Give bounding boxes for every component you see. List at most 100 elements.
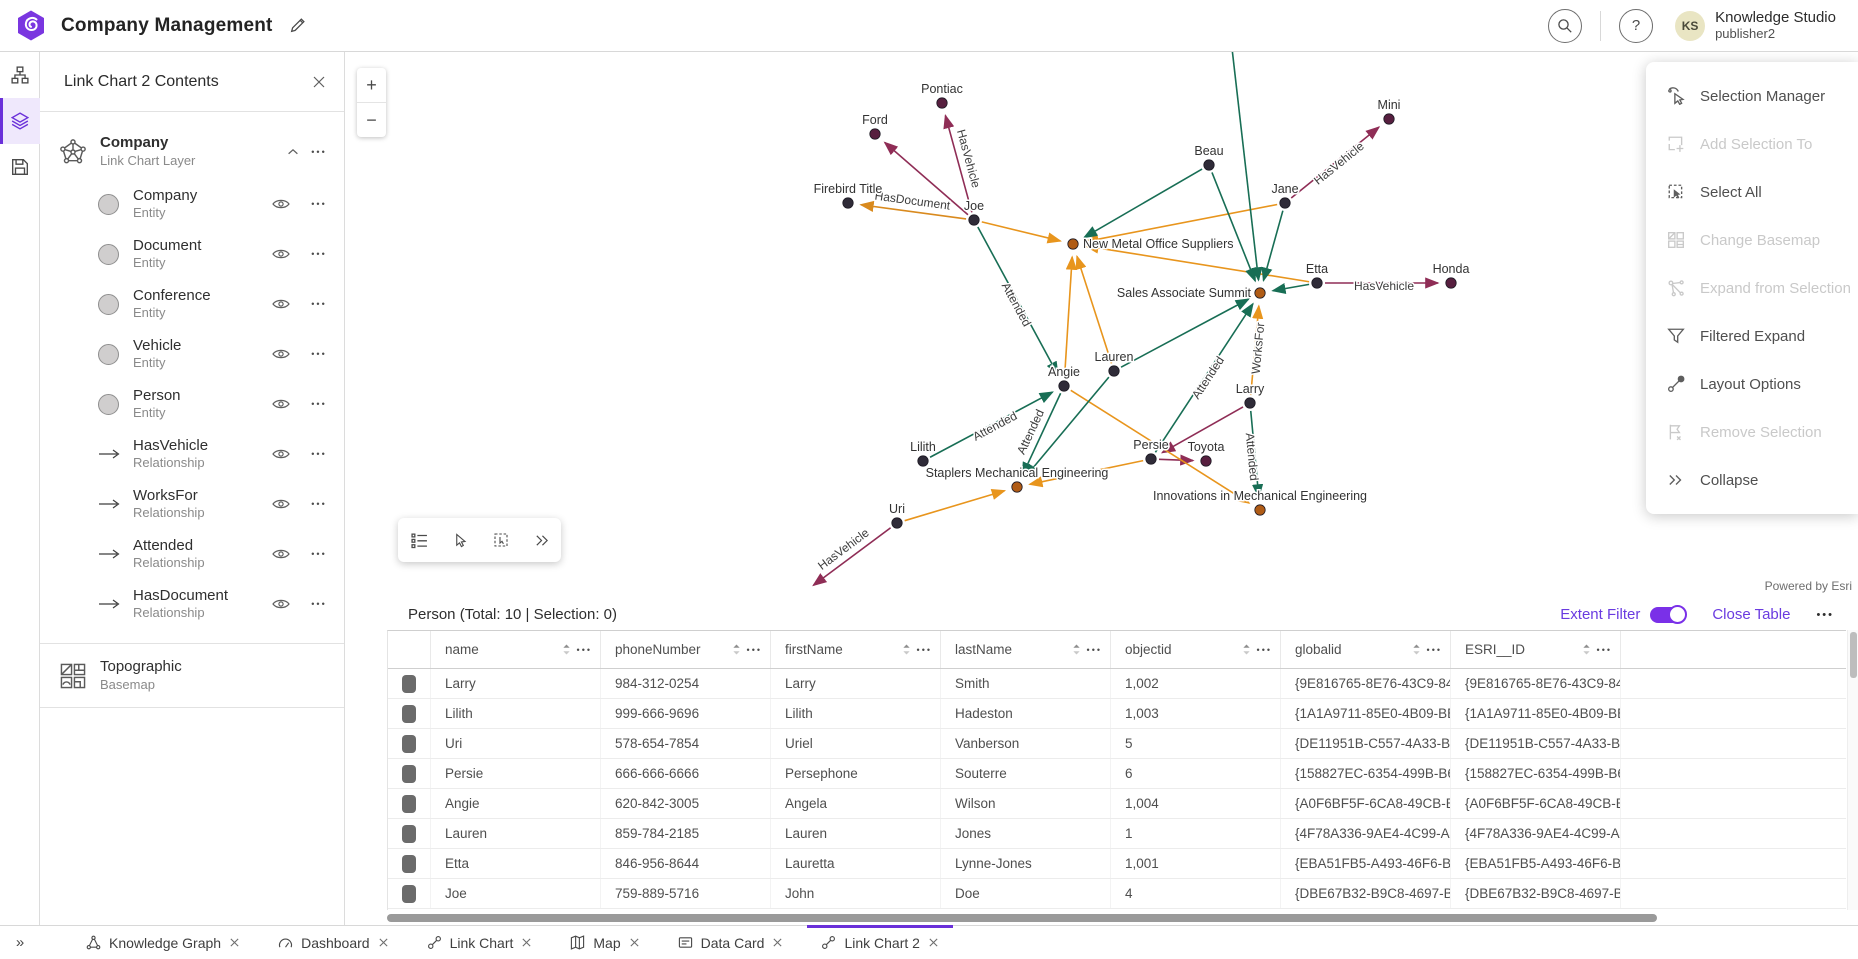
edit-title-button[interactable] bbox=[289, 17, 306, 34]
expand-rail-button[interactable]: » bbox=[0, 926, 40, 959]
graph-node-firebird[interactable] bbox=[842, 197, 854, 209]
layer-options-button[interactable]: ••• bbox=[306, 291, 332, 317]
row-checkbox[interactable] bbox=[402, 734, 416, 753]
graph-edge-beau-newmetal[interactable] bbox=[1082, 168, 1203, 239]
column-options-button[interactable]: ••• bbox=[1426, 644, 1442, 655]
table-row[interactable]: Lauren 859-784-2185 Lauren Jones 1 {4F78A336-… bbox=[388, 819, 1846, 849]
table-vertical-scrollbar[interactable] bbox=[1847, 630, 1858, 910]
table-row[interactable]: Lilith 999-666-9696 Lilith Hadeston 1,003 {1A… bbox=[388, 699, 1846, 729]
table-row[interactable]: Joe 759-889-5716 John Doe 4 {DBE67B32-B9C8-46… bbox=[388, 879, 1846, 909]
relationship-arrow-icon[interactable] bbox=[98, 448, 124, 460]
layer-options-button[interactable]: ••• bbox=[306, 191, 332, 217]
layer-item-person[interactable]: Person Entity ••• bbox=[40, 379, 344, 429]
column-header-lastName[interactable]: lastName ••• bbox=[941, 631, 1111, 668]
row-checkbox[interactable] bbox=[402, 794, 416, 813]
extent-filter-toggle[interactable] bbox=[1650, 604, 1688, 624]
avatar[interactable]: KS bbox=[1675, 10, 1706, 41]
relationship-arrow-icon[interactable] bbox=[98, 548, 124, 560]
column-options-button[interactable]: ••• bbox=[746, 644, 762, 655]
graph-edge-lauren-staplers[interactable] bbox=[1024, 376, 1110, 479]
graph-edge-joe-firebird[interactable] bbox=[859, 200, 967, 220]
tab-link-chart-2[interactable]: Link Chart 2 bbox=[805, 925, 954, 959]
graph-node-etta[interactable] bbox=[1311, 277, 1323, 289]
row-checkbox[interactable] bbox=[402, 854, 416, 873]
layer-options-button[interactable]: ••• bbox=[306, 241, 332, 267]
entity-swatch[interactable] bbox=[98, 293, 119, 315]
row-checkbox[interactable] bbox=[402, 674, 416, 693]
entity-swatch[interactable] bbox=[98, 393, 119, 415]
graph-node-salessummit[interactable] bbox=[1254, 287, 1266, 299]
zoom-in-button[interactable]: + bbox=[357, 68, 386, 102]
select-rectangle-button[interactable] bbox=[493, 532, 509, 548]
visibility-toggle-button[interactable] bbox=[268, 191, 294, 217]
layer-options-button[interactable]: ••• bbox=[306, 391, 332, 417]
column-options-button[interactable]: ••• bbox=[1596, 644, 1612, 655]
graph-edge-larry-persie[interactable] bbox=[1160, 406, 1244, 454]
menu-item-collapse[interactable]: Collapse bbox=[1646, 456, 1858, 504]
row-checkbox[interactable] bbox=[402, 704, 416, 723]
graph-node-angie[interactable] bbox=[1058, 380, 1070, 392]
graph-node-newmetal[interactable] bbox=[1067, 238, 1079, 250]
layer-item-conference[interactable]: Conference Entity ••• bbox=[40, 279, 344, 329]
tab-map[interactable]: Map bbox=[554, 926, 655, 959]
table-horizontal-scrollbar[interactable] bbox=[387, 913, 1846, 923]
menu-item-layout-options[interactable]: Layout Options bbox=[1646, 360, 1858, 408]
sort-icon[interactable] bbox=[1582, 643, 1591, 656]
graph-node-beau[interactable] bbox=[1203, 159, 1215, 171]
column-options-button[interactable]: ••• bbox=[1256, 644, 1272, 655]
layer-item-worksfor[interactable]: WorksFor Relationship ••• bbox=[40, 479, 344, 529]
column-options-button[interactable]: ••• bbox=[576, 644, 592, 655]
column-header-objectid[interactable]: objectid ••• bbox=[1111, 631, 1281, 668]
graph-edge-beau-salessummit[interactable] bbox=[1211, 172, 1256, 283]
column-header-name[interactable]: name ••• bbox=[431, 631, 601, 668]
graph-edge-joe-pontiac[interactable] bbox=[943, 113, 973, 213]
tab-close-button[interactable] bbox=[229, 937, 240, 948]
column-header-ESRI__ID[interactable]: ESRI__ID ••• bbox=[1451, 631, 1621, 668]
visibility-toggle-button[interactable] bbox=[268, 291, 294, 317]
sort-icon[interactable] bbox=[1072, 643, 1081, 656]
graph-edge-lilith-angie[interactable] bbox=[929, 391, 1054, 458]
layer-item-document[interactable]: Document Entity ••• bbox=[40, 229, 344, 279]
row-checkbox[interactable] bbox=[402, 884, 416, 903]
graph-node-staplers[interactable] bbox=[1011, 481, 1023, 493]
sort-icon[interactable] bbox=[1242, 643, 1251, 656]
entity-swatch[interactable] bbox=[98, 243, 119, 265]
help-button[interactable]: ? bbox=[1619, 8, 1654, 43]
graph-edge-etta-newmetal[interactable] bbox=[1084, 242, 1310, 283]
tab-data-card[interactable]: Data Card bbox=[662, 926, 800, 959]
visibility-toggle-button[interactable] bbox=[268, 491, 294, 517]
layer-item-hasdocument[interactable]: HasDocument Relationship ••• bbox=[40, 579, 344, 629]
graph-node-joe[interactable] bbox=[968, 214, 980, 226]
layer-item-hasvehicle[interactable]: HasVehicle Relationship ••• bbox=[40, 429, 344, 479]
toolbar-expand-button[interactable] bbox=[534, 533, 549, 548]
visibility-toggle-button[interactable] bbox=[268, 441, 294, 467]
graph-edge-persie-staplers[interactable] bbox=[1028, 459, 1144, 488]
graph-node-jane[interactable] bbox=[1279, 197, 1291, 209]
relationship-arrow-icon[interactable] bbox=[98, 598, 124, 610]
pointer-tool-button[interactable] bbox=[453, 532, 468, 548]
graph-edge-lauren-salessummit[interactable] bbox=[1120, 298, 1250, 368]
graph-node-mini[interactable] bbox=[1383, 113, 1395, 125]
row-checkbox[interactable] bbox=[402, 824, 416, 843]
graph-node-honda[interactable] bbox=[1445, 277, 1457, 289]
table-row[interactable]: Persie 666-666-6666 Persephone Souterre 6 {15… bbox=[388, 759, 1846, 789]
visibility-toggle-button[interactable] bbox=[268, 341, 294, 367]
graph-edge-uri-@bl[interactable] bbox=[812, 527, 892, 587]
graph-edge-jane-salessummit[interactable] bbox=[1261, 210, 1284, 283]
basemap-row[interactable]: Topographic Basemap bbox=[40, 644, 344, 707]
graph-edge-persie-salessummit[interactable] bbox=[1154, 302, 1254, 453]
tab-dashboard[interactable]: Dashboard bbox=[262, 926, 405, 959]
layer-item-company[interactable]: Company Entity ••• bbox=[40, 179, 344, 229]
graph-edge-angie-staplers[interactable] bbox=[1021, 392, 1062, 477]
layer-options-button[interactable]: ••• bbox=[306, 491, 332, 517]
graph-edge-uri-staplers[interactable] bbox=[904, 489, 1007, 522]
graph-edge-larry-innovations[interactable] bbox=[1249, 410, 1264, 499]
menu-item-select-all[interactable]: Select All bbox=[1646, 168, 1858, 216]
visibility-toggle-button[interactable] bbox=[268, 541, 294, 567]
graph-node-toyota[interactable] bbox=[1200, 455, 1212, 467]
zoom-out-button[interactable]: − bbox=[357, 103, 386, 137]
graph-edge-jane-newmetal[interactable] bbox=[1084, 203, 1278, 245]
rail-item-layers[interactable] bbox=[0, 98, 40, 144]
close-panel-button[interactable] bbox=[306, 69, 332, 95]
graph-node-ford[interactable] bbox=[869, 128, 881, 140]
